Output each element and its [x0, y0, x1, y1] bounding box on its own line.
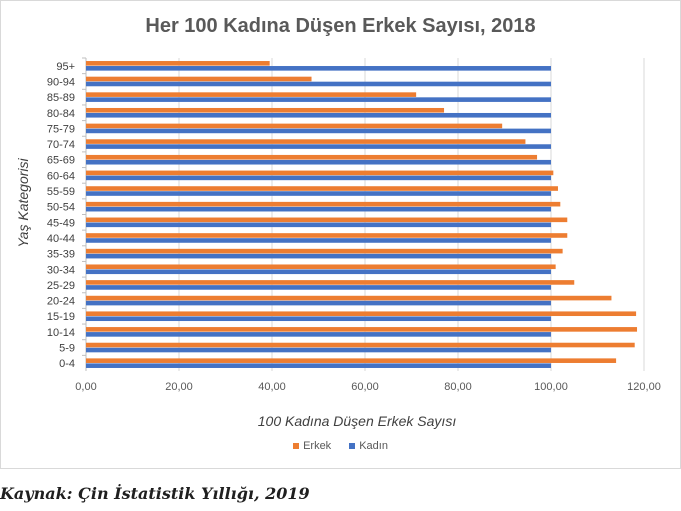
- bar-kadın-50-54: [86, 206, 551, 212]
- x-axis-title: 100 Kadına Düşen Erkek Sayısı: [257, 413, 457, 429]
- bar-kadın-75-79: [86, 128, 551, 134]
- y-tick-label: 10-14: [47, 327, 75, 339]
- bar-kadın-10-14: [86, 332, 551, 337]
- bar-erkek-10-14: [86, 327, 638, 332]
- bar-kadın-20-24: [86, 300, 551, 306]
- legend-item-erkek: Erkek: [293, 440, 331, 452]
- bar-erkek-60-64: [86, 170, 554, 176]
- bar-erkek-35-39: [86, 248, 563, 254]
- bar-erkek-15-19: [86, 311, 637, 317]
- chart-frame: Her 100 Kadına Düşen Erkek Sayısı, 2018 …: [0, 0, 681, 469]
- x-tick-label: 60,00: [351, 381, 379, 393]
- bar-erkek-5-9: [86, 342, 635, 348]
- bar-kadın-0-4: [86, 363, 551, 368]
- x-tick-label: 100,00: [534, 381, 568, 393]
- bar-kadın-35-39: [86, 253, 551, 259]
- y-tick-label: 40-44: [47, 233, 75, 245]
- legend-item-kadin: Kadın: [349, 440, 388, 452]
- bar-erkek-70-74: [86, 139, 526, 144]
- y-tick-label: 90-94: [47, 76, 75, 88]
- x-tick-label: 20,00: [165, 381, 193, 393]
- y-tick-label: 45-49: [47, 217, 75, 229]
- legend-label-erkek: Erkek: [303, 440, 332, 452]
- bar-kadın-25-29: [86, 285, 551, 290]
- chart-plot: 0,00 20,00 40,00 60,00 80,00 100,00 120,00 0-4 5…: [47, 57, 661, 393]
- bar-kadın-5-9: [86, 347, 551, 353]
- legend: Erkek Kadın: [1, 440, 680, 452]
- bar-kadın-90-94: [86, 81, 551, 87]
- bar-kadın-85-89: [86, 97, 551, 102]
- y-tick-label: 5-9: [59, 343, 75, 355]
- bar-erkek-40-44: [86, 233, 568, 238]
- bar-kadın-80-84: [86, 112, 551, 118]
- bar-kadın-95+: [86, 66, 551, 71]
- bar-kadın-65-69: [86, 159, 551, 165]
- bar-kadın-40-44: [86, 238, 551, 243]
- y-tick-label: 35-39: [47, 249, 75, 261]
- bar-erkek-75-79: [86, 123, 503, 129]
- y-tick-label: 80-84: [47, 108, 75, 120]
- bar-erkek-25-29: [86, 280, 575, 285]
- bar-erkek-65-69: [86, 154, 538, 160]
- y-tick-label: 70-74: [47, 139, 75, 151]
- chart-title: Her 100 Kadına Düşen Erkek Sayısı, 2018: [145, 15, 536, 37]
- legend-swatch-erkek: [293, 443, 300, 449]
- bar-kadın-60-64: [86, 175, 551, 181]
- y-tick-label: 0-4: [59, 358, 75, 370]
- y-tick-label: 50-54: [47, 202, 75, 214]
- bar-kadın-55-59: [86, 191, 551, 196]
- source-note: Kaynak: Çin İstatistik Yıllığı, 2019: [0, 484, 310, 503]
- bar-erkek-55-59: [86, 186, 558, 191]
- x-tick-label: 40,00: [258, 381, 286, 393]
- y-tick-label: 15-19: [47, 311, 75, 323]
- x-tick-label: 0,00: [75, 381, 96, 393]
- bar-erkek-90-94: [86, 76, 312, 82]
- bar-kadın-30-34: [86, 269, 551, 275]
- y-tick-label: 25-29: [47, 280, 75, 292]
- y-tick-label: 60-64: [47, 170, 75, 182]
- bar-erkek-30-34: [86, 264, 556, 270]
- bar-erkek-0-4: [86, 358, 617, 363]
- y-tick-label: 30-34: [47, 264, 75, 276]
- legend-label-kadin: Kadın: [359, 440, 388, 452]
- y-tick-label: 75-79: [47, 123, 75, 135]
- bar-kadın-70-74: [86, 144, 551, 149]
- bar-erkek-45-49: [86, 217, 568, 223]
- bar-erkek-95+: [86, 61, 270, 66]
- x-tick-label: 80,00: [444, 381, 472, 393]
- bar-erkek-20-24: [86, 295, 612, 301]
- y-tick-label: 65-69: [47, 155, 75, 167]
- x-tick-label: 120,00: [627, 381, 661, 393]
- y-tick-label: 95+: [56, 61, 75, 73]
- bar-erkek-85-89: [86, 92, 417, 97]
- bar-erkek-50-54: [86, 201, 561, 207]
- y-tick-label: 20-24: [47, 296, 75, 308]
- legend-swatch-kadin: [349, 443, 356, 449]
- bar-kadın-45-49: [86, 222, 551, 228]
- y-tick-label: 85-89: [47, 92, 75, 104]
- bar-kadın-15-19: [86, 316, 551, 322]
- y-tick-label: 55-59: [47, 186, 75, 198]
- bar-erkek-80-84: [86, 107, 445, 113]
